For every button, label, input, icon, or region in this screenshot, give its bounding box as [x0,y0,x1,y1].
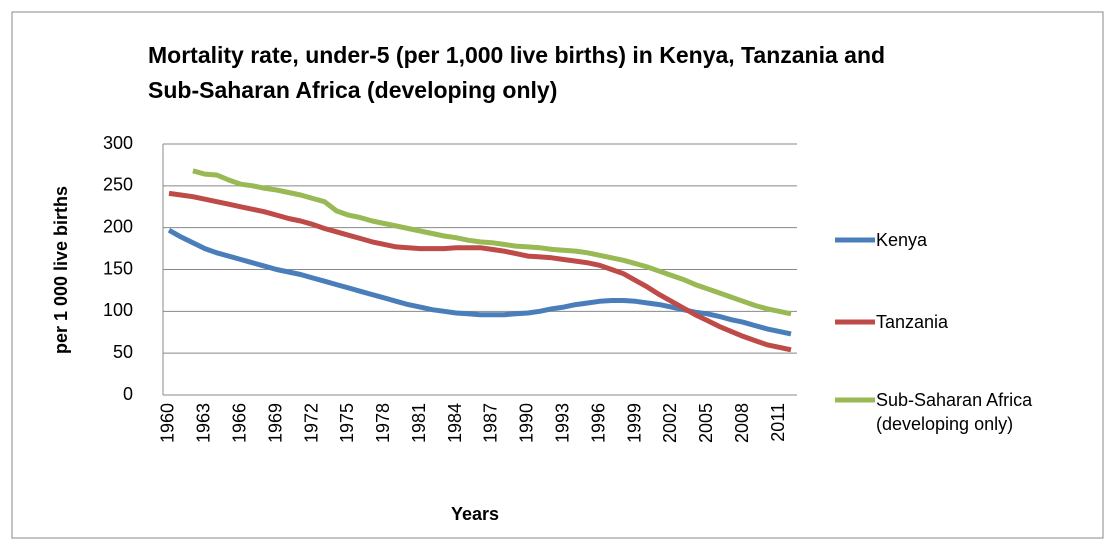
x-tick-label: 1984 [445,403,465,443]
x-tick-label: 1990 [517,403,537,443]
series-line [168,190,792,353]
x-tick-label: 1978 [373,403,393,443]
chart-border [11,11,1104,539]
x-tick-label: 1960 [158,403,178,443]
y-tick-label: 200 [103,216,133,236]
x-tick-label: 1993 [552,403,572,443]
x-tick-label: 1975 [337,403,357,443]
x-tick-label: 2005 [696,403,716,443]
y-tick-label: 250 [103,175,133,195]
legend-label: Tanzania [876,312,949,332]
x-tick-label: 1987 [481,403,501,443]
x-tick-label: 1996 [588,403,608,443]
chart-title: Mortality rate, under-5 (per 1,000 live … [148,42,886,103]
y-tick-label: 150 [103,258,133,278]
series-line [192,168,792,317]
legend-label: Sub-Saharan Africa (developing only) [876,390,1033,434]
x-tick-label: 1981 [409,403,429,443]
y-tick-label: 50 [113,342,133,362]
x-axis-label: Years [451,504,499,524]
x-tick-label: 2011 [768,403,788,442]
y-axis-label: per 1 000 live births [51,186,71,354]
legend-label: Kenya [876,230,928,250]
x-tick-label: 1969 [265,403,285,443]
x-tick-label: 1999 [624,403,644,443]
x-tick-label: 1966 [230,403,250,443]
x-tick-label: 2002 [660,403,680,443]
y-tick-label: 300 [103,133,133,153]
x-tick-label: 1972 [301,403,321,443]
y-tick-label: 100 [103,300,133,320]
x-tick-label: 1963 [194,403,214,443]
y-tick-label: 0 [123,384,133,404]
x-tick-label: 2008 [732,403,752,443]
